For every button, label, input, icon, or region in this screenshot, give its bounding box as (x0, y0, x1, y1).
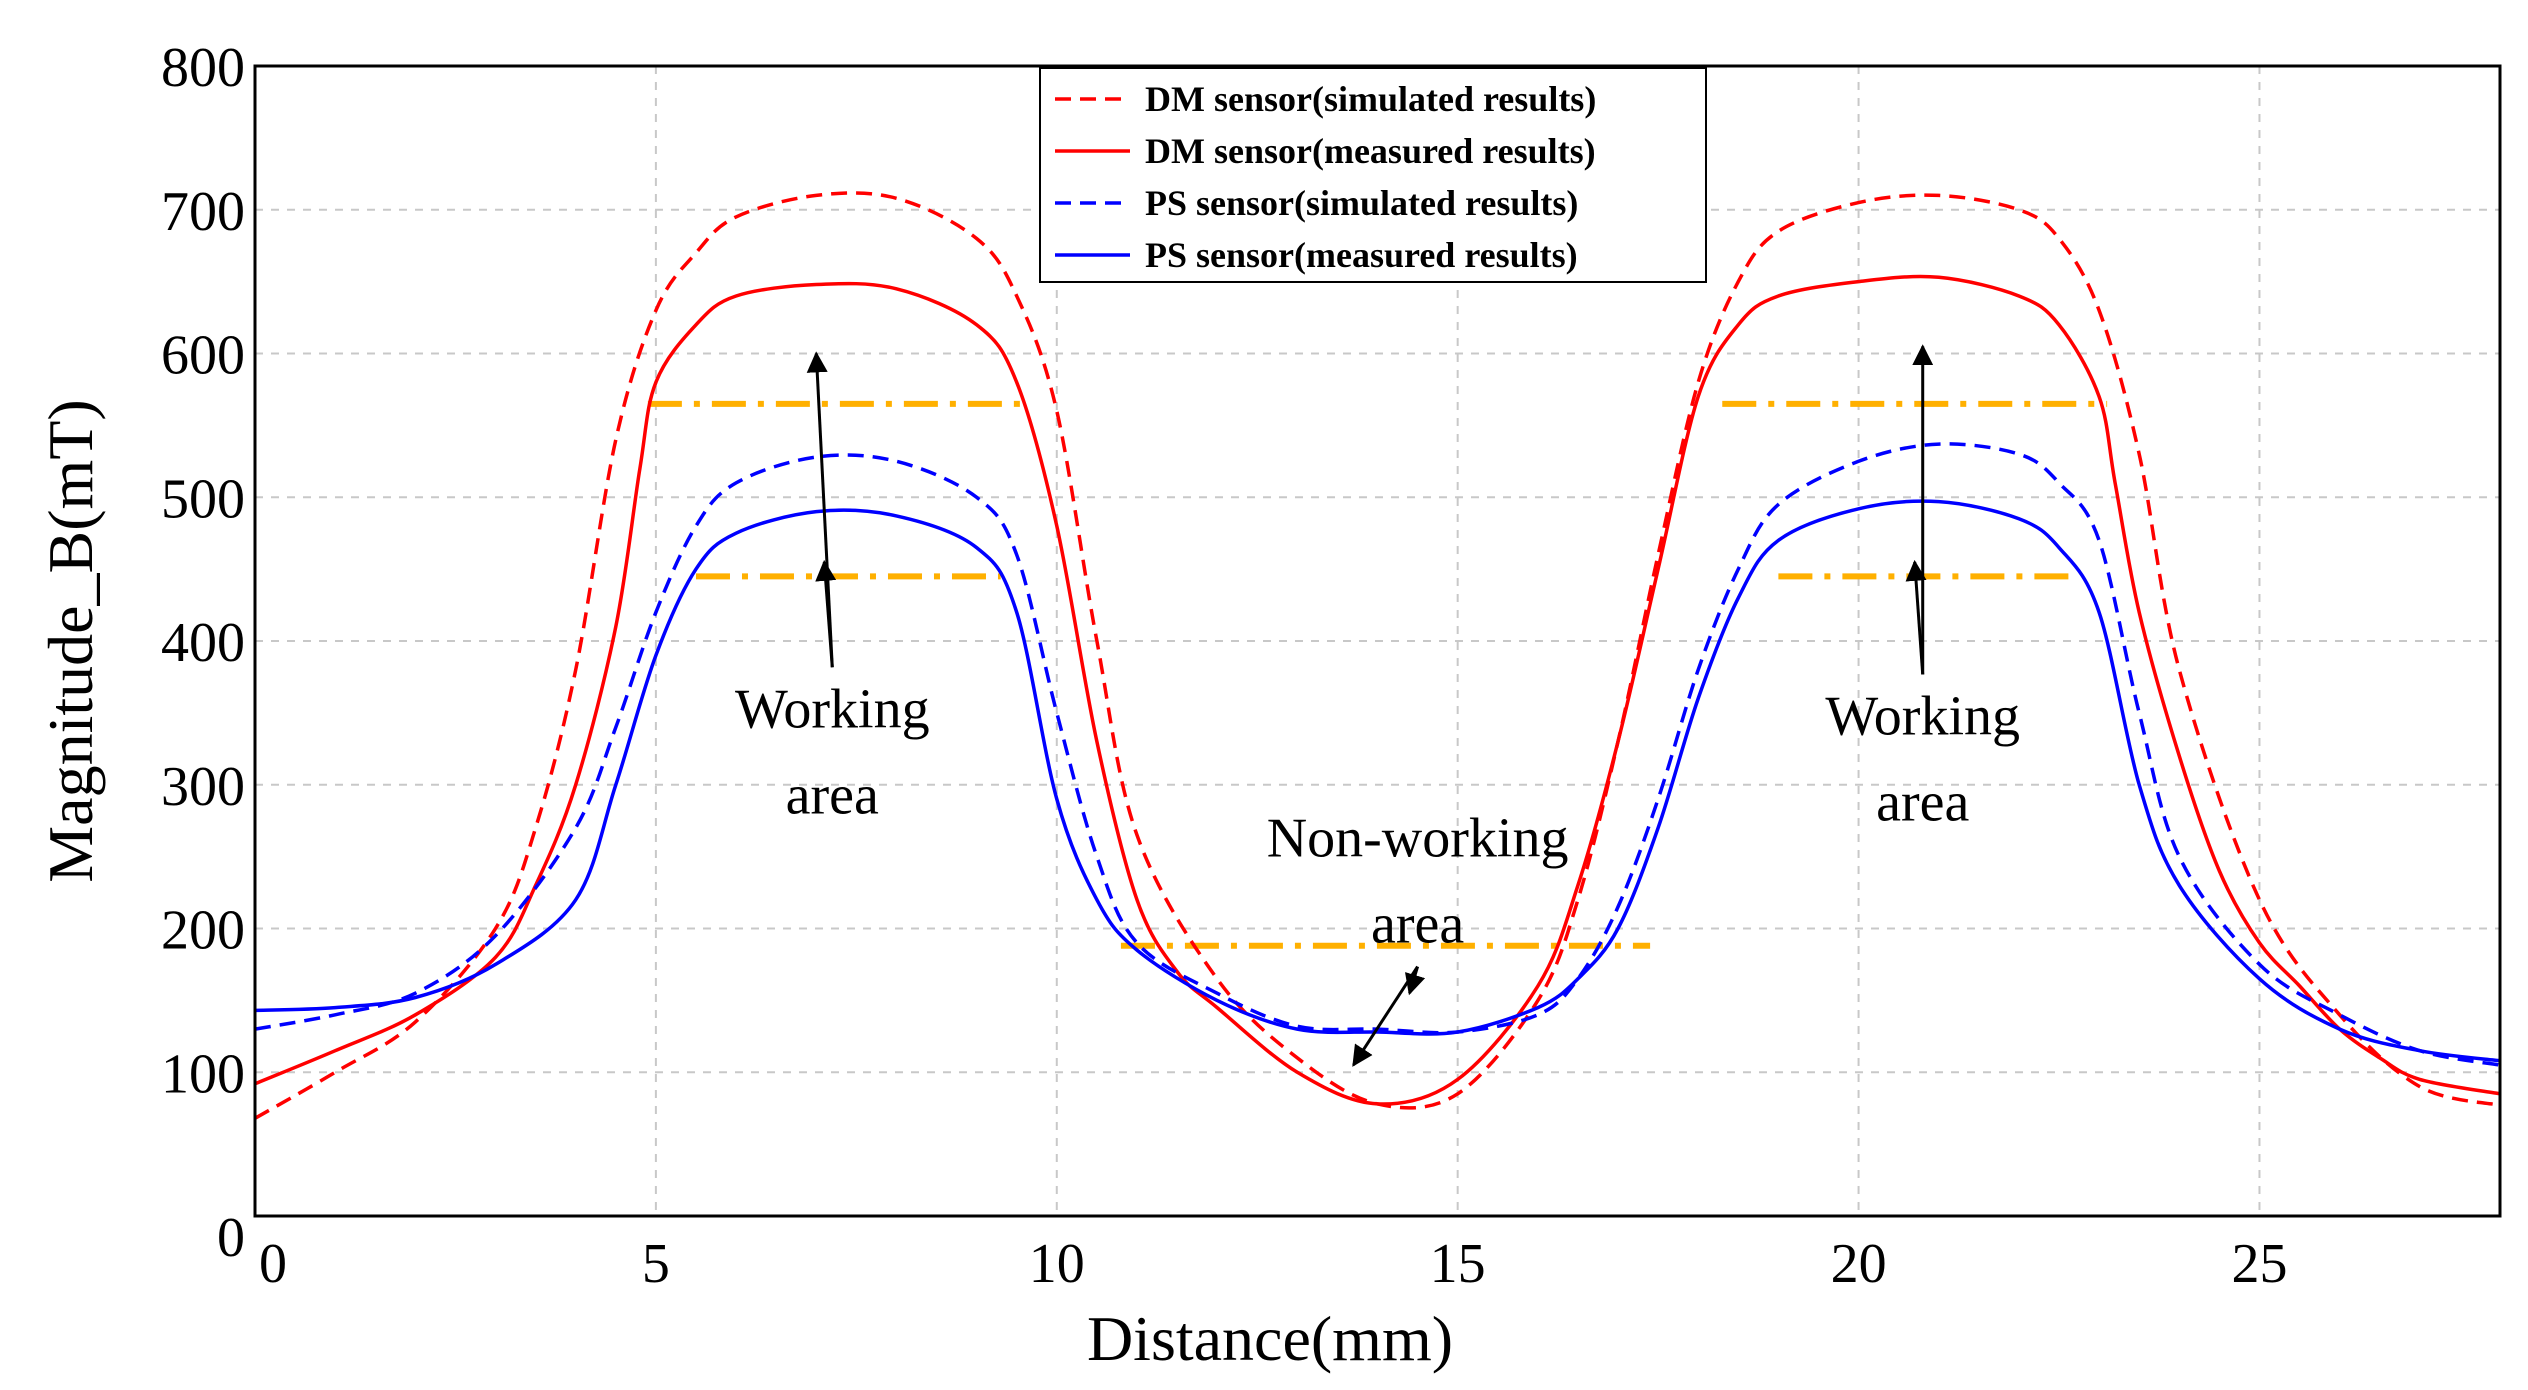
y-tick-label: 700 (161, 181, 245, 243)
legend: DM sensor(simulated results) DM sensor(me… (1039, 67, 1707, 283)
legend-box (1039, 67, 1707, 283)
annotation-arrow (1905, 559, 1927, 675)
y-tick-label: 500 (161, 468, 245, 530)
annotation-arrow (1404, 966, 1426, 996)
annotation-arrow (815, 559, 837, 668)
legend-label: PS sensor(simulated results) (1145, 183, 1578, 223)
x-tick-labels: 0 5 10 15 20 25 (259, 1233, 2287, 1295)
series-line (254, 499, 2501, 1063)
x-tick-label: 20 (1831, 1233, 1887, 1295)
legend-label: DM sensor(measured results) (1145, 131, 1596, 171)
legend-label: PS sensor(measured results) (1145, 235, 1578, 275)
y-tick-labels: 0 100 200 300 400 500 600 700 800 (161, 37, 245, 1269)
y-tick-label: 800 (161, 37, 245, 99)
annotation-text: area (1371, 894, 1464, 956)
y-tick-label: 0 (217, 1207, 245, 1269)
annotation-text: Working (1825, 685, 2020, 747)
series-group (254, 191, 2501, 1120)
y-tick-label: 600 (161, 325, 245, 387)
annotations: Working area Non-working area Working area (735, 344, 2020, 1067)
annotation-text: Working (735, 678, 930, 740)
y-tick-label: 300 (161, 756, 245, 818)
x-axis-label: Distance(mm) (1087, 1303, 1453, 1374)
x-tick-label: 25 (2231, 1233, 2287, 1295)
annotation-text: area (1876, 771, 1969, 833)
y-tick-label: 100 (161, 1043, 245, 1105)
legend-label: DM sensor(simulated results) (1145, 79, 1596, 119)
x-tick-label: 5 (642, 1233, 670, 1295)
plot-frame (253, 64, 2502, 1218)
x-tick-label: 15 (1430, 1233, 1486, 1295)
y-axis-label: Magnitude_B(mT) (35, 399, 106, 882)
y-tick-label: 200 (161, 900, 245, 962)
reference-lines (647, 400, 2108, 949)
series-line (254, 274, 2501, 1106)
y-tick-label: 400 (161, 612, 245, 674)
x-tick-label: 10 (1029, 1233, 1085, 1295)
annotation-text: Non-working (1267, 808, 1569, 870)
annotation-text: area (786, 764, 879, 826)
grid (255, 66, 2500, 1216)
x-tick-label: 0 (259, 1233, 287, 1295)
series-line (254, 442, 2501, 1067)
